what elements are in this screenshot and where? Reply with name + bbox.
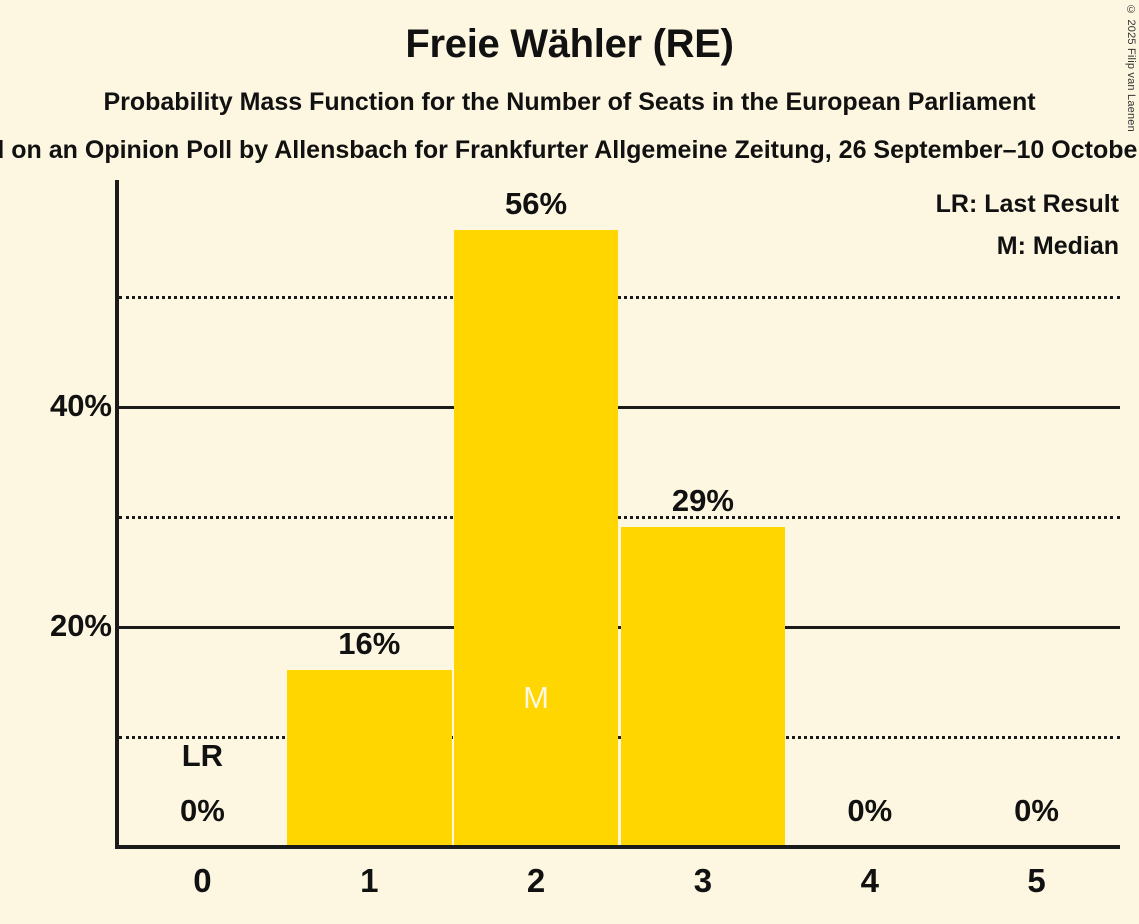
y-tick-label-40: 40% (49, 387, 112, 423)
gridline-40 (119, 405, 1120, 409)
x-axis-tick-labels: 0 1 2 3 4 5 (119, 862, 1120, 912)
y-tick-label-20: 20% (49, 607, 112, 643)
bar (620, 527, 786, 846)
x-axis-line (117, 845, 1120, 849)
x-tick-label-5: 5 (1027, 862, 1046, 899)
copyright-notice: © 2025 Filip van Laenen (1125, 4, 1137, 132)
x-tick-label-2: 2 (526, 862, 546, 899)
bar-value-label: 56% (505, 185, 568, 221)
y-axis-line (115, 180, 119, 849)
bar (286, 670, 452, 846)
gridline-20 (119, 625, 1120, 629)
chart-source-line: Based on an Opinion Poll by Allensbach f… (0, 136, 1139, 164)
bar-value-label: 16% (338, 625, 401, 661)
x-tick-label-3: 3 (693, 862, 713, 899)
bar-value-label: 29% (671, 482, 734, 518)
bar-value-label: 0% (180, 793, 225, 828)
x-tick-label-1: 1 (360, 862, 379, 899)
median-marker: M (523, 680, 549, 715)
gridline-50 (119, 295, 1120, 299)
legend-entry-last-result: LR: Last Result (935, 190, 1119, 218)
bar-value-label: 0% (1014, 793, 1059, 828)
page-title: Freie Wähler (RE) (405, 22, 734, 66)
legend-entry-median: M: Median (996, 232, 1119, 260)
bar (453, 230, 619, 846)
plot-area: 0% 16% 56% 29% 0% 0% LR M (119, 180, 1120, 846)
chart-legend: LR: Last Result M: Median (936, 183, 1119, 267)
y-axis-tick-labels: 40% 20% (0, 180, 112, 846)
bar-value-label: 0% (847, 793, 893, 828)
last-result-marker: LR (181, 738, 224, 773)
x-tick-label-0: 0 (193, 862, 212, 899)
gridline-10 (119, 735, 1120, 739)
x-tick-label-4: 4 (860, 862, 879, 899)
chart-subtitle: Probability Mass Function for the Number… (103, 88, 1036, 116)
gridline-30 (119, 515, 1120, 519)
